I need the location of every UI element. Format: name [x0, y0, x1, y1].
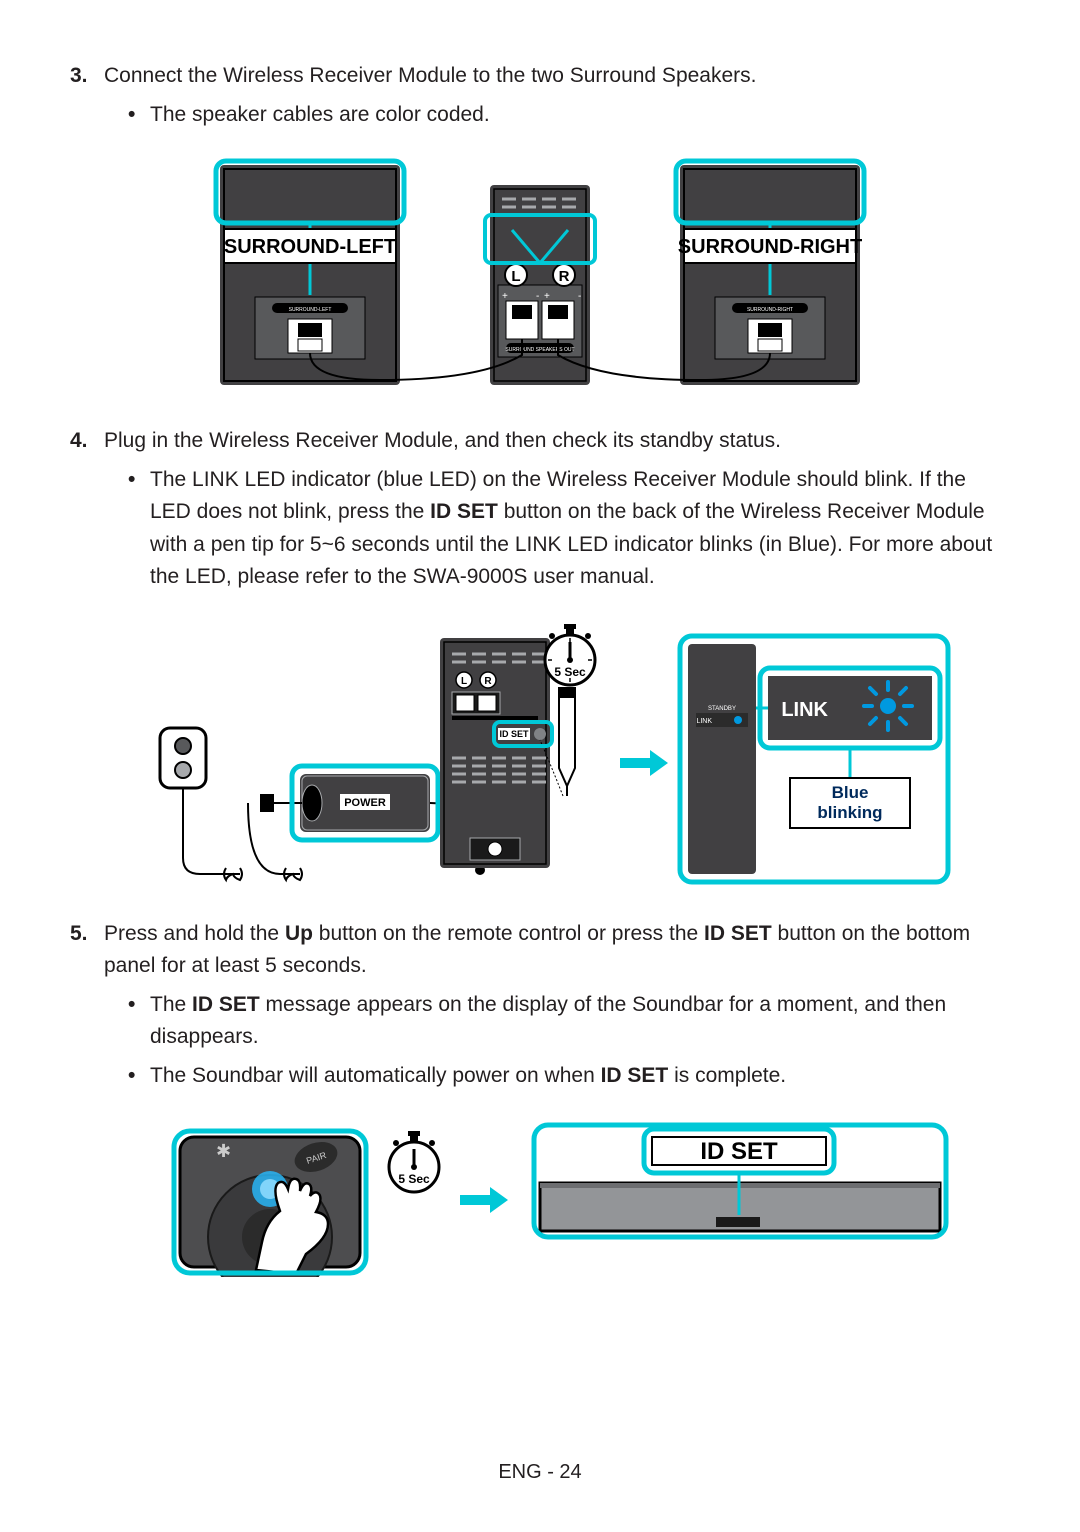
svg-text:-: -	[578, 291, 581, 302]
idset-label-on-device: ID SET	[499, 729, 529, 739]
left-port-label: SURROUND-LEFT	[289, 307, 332, 313]
bullet-text: The LINK LED indicator (blue LED) on the…	[150, 464, 1010, 594]
step-number: 5.	[70, 918, 104, 1099]
step-text: Plug in the Wireless Receiver Module, an…	[104, 429, 781, 452]
step-3: 3. Connect the Wireless Receiver Module …	[70, 60, 1010, 395]
right-port-label: SURROUND-RIGHT	[747, 307, 793, 313]
page-footer: ENG - 24	[0, 1457, 1080, 1488]
step-text: Press and hold the Up button on the remo…	[104, 922, 970, 978]
link-label: LINK	[781, 699, 828, 721]
instruction-list: 3. Connect the Wireless Receiver Module …	[70, 60, 1010, 1277]
step-5: 5. Press and hold the Up button on the r…	[70, 918, 1010, 1277]
r-indicator: R	[559, 268, 570, 285]
power-label: POWER	[344, 797, 386, 809]
step-text: Connect the Wireless Receiver Module to …	[104, 64, 757, 87]
bullet-text: The speaker cables are color coded.	[150, 99, 490, 132]
svg-text:+: +	[502, 291, 508, 302]
l-indicator: L	[511, 268, 520, 285]
blue-label: Blue	[832, 783, 869, 802]
svg-text:-: -	[536, 291, 539, 302]
svg-text:LINK: LINK	[696, 718, 712, 725]
svg-text:✱: ✱	[216, 1141, 231, 1161]
surround-left-label: SURROUND-LEFT	[224, 236, 396, 258]
idset-callout: ID SET	[700, 1138, 778, 1165]
figure-remote-idset: PAIR ✱ 5 Sec ID SET	[160, 1117, 960, 1277]
bullet-text: The ID SET message appears on the displa…	[150, 989, 1010, 1054]
step-number: 4.	[70, 425, 104, 600]
five-sec-label-2: 5 Sec	[398, 1172, 430, 1186]
svg-text:R: R	[484, 676, 492, 687]
svg-text:STANDBY: STANDBY	[708, 706, 736, 712]
svg-text:+: +	[544, 291, 550, 302]
step-4: 4. Plug in the Wireless Receiver Module,…	[70, 425, 1010, 888]
figure-idset-receiver: POWER L R	[140, 618, 960, 888]
step-number: 3.	[70, 60, 104, 137]
surround-right-label: SURROUND-RIGHT	[678, 236, 862, 258]
module-port-label: SURROUND SPEAKERS OUT	[505, 347, 574, 353]
bullet-text: The Soundbar will automatically power on…	[150, 1060, 786, 1093]
svg-text:L: L	[461, 676, 467, 687]
blinking-label: blinking	[817, 803, 882, 822]
figure-speaker-connection: SURROUND-LEFT SURROUND-RIGHT	[180, 155, 900, 395]
five-sec-label: 5 Sec	[554, 665, 586, 679]
